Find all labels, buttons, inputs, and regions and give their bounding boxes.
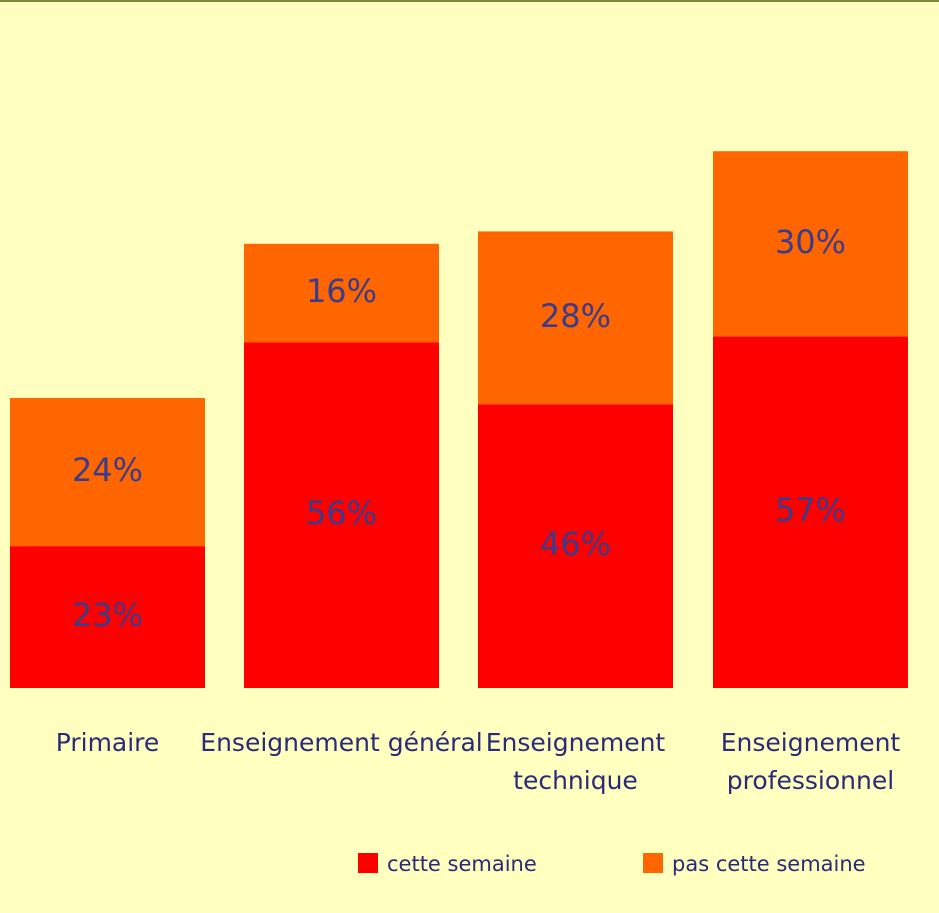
category-label-line: Enseignement [721,728,901,757]
legend-cette-semaine: cette semaine [358,852,537,876]
bar-segment-pas-cette-semaine [478,231,673,405]
bar-segment-cette-semaine [713,336,908,688]
data-label: 30% [775,223,846,261]
data-label: 46% [540,525,611,563]
category-label-line: Primaire [56,728,160,757]
category-label-line: professionnel [727,766,894,795]
bar-segment-pas-cette-semaine [713,151,908,337]
category-label: Enseignement général [200,728,482,757]
legend-swatch [643,853,663,873]
bar-segment-cette-semaine [478,404,673,688]
data-label: 56% [306,494,377,532]
data-label: 23% [72,596,143,634]
legend-pas-cette-semaine: pas cette semaine [643,852,866,876]
data-label: 57% [775,491,846,529]
legend-swatch [358,853,378,873]
data-label: 16% [306,272,377,310]
category-label-line: technique [513,766,638,795]
bar-segment-pas-cette-semaine [10,398,205,547]
data-label: 28% [540,297,611,335]
data-label: 24% [72,451,143,489]
bar-segment-cette-semaine [10,546,205,688]
category-label: Enseignement technique [486,728,666,795]
category-label-line: Enseignement général [200,728,482,757]
category-label: Primaire [56,728,160,757]
bar-segment-cette-semaine [244,342,439,688]
bar-segment-pas-cette-semaine [244,243,439,343]
category-label-line: Enseignement [486,728,666,757]
category-label: Enseignement professionnel [721,728,901,795]
legend-label: pas cette semaine [672,852,866,876]
legend-label: cette semaine [387,852,537,876]
